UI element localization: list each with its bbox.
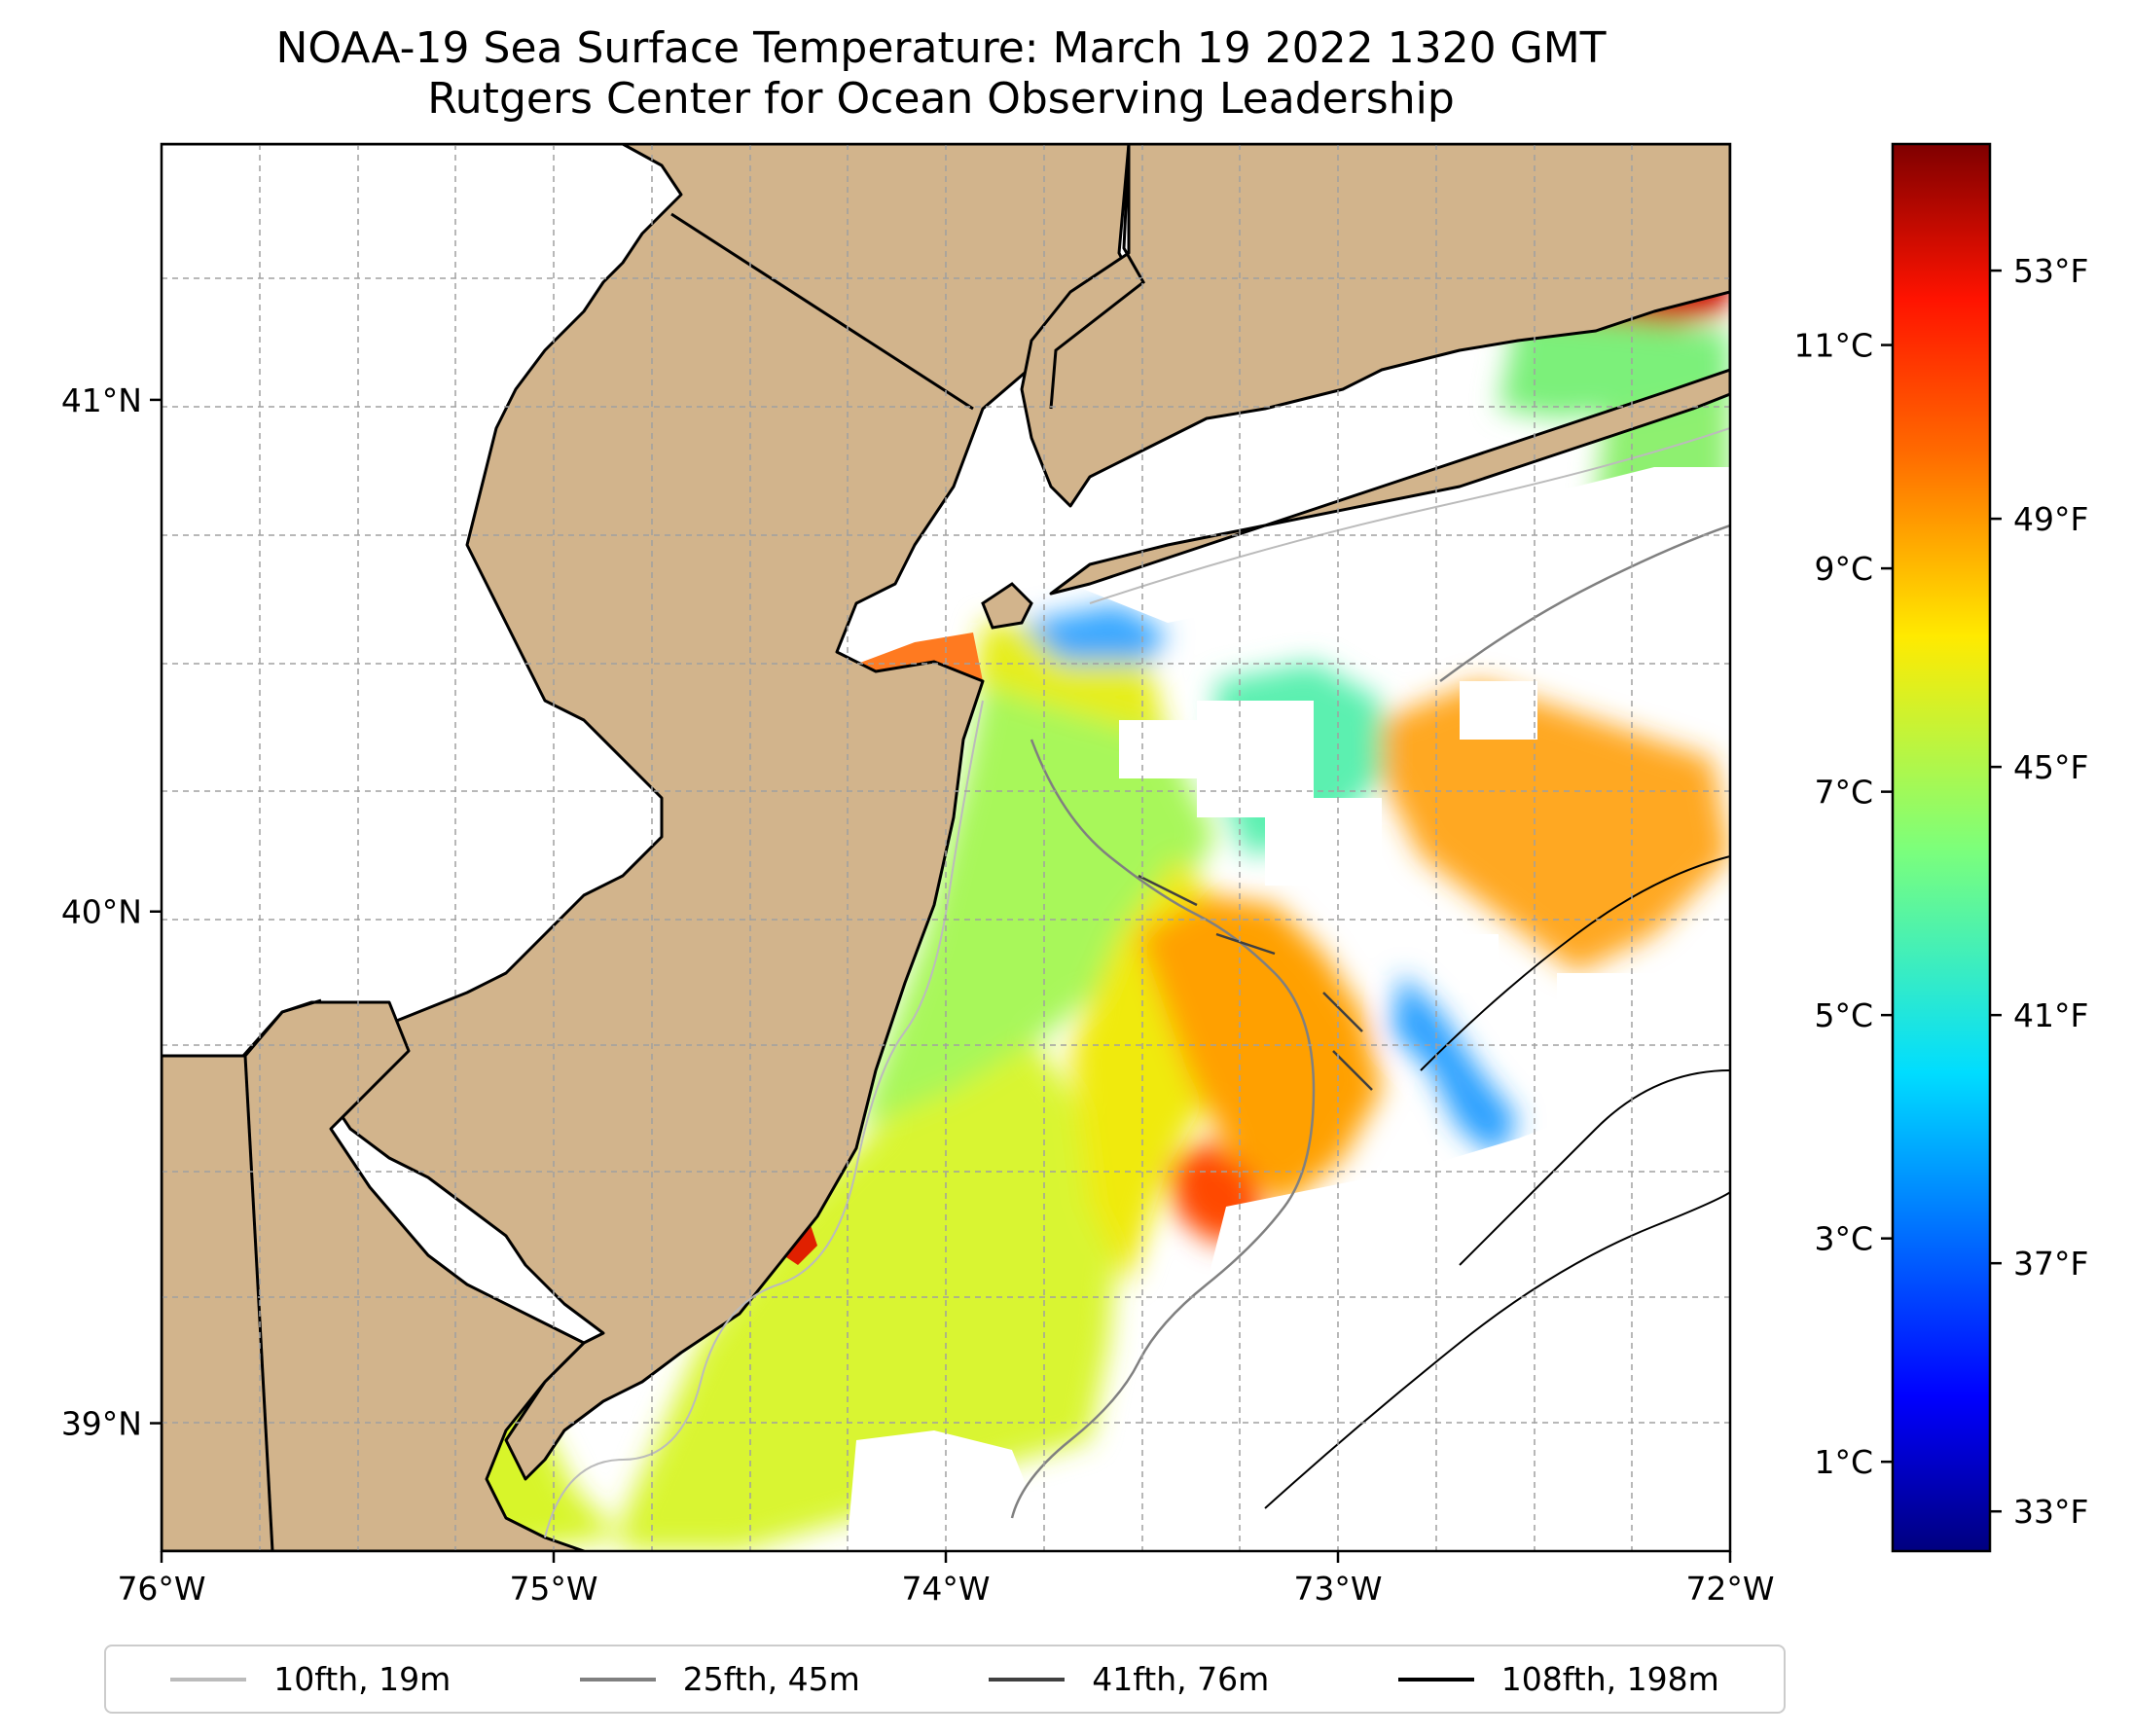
land-new-jersey-region bbox=[162, 144, 1140, 1481]
legend-item-108fth: 108fth, 198m bbox=[1397, 1660, 1719, 1698]
contour-108fth bbox=[1264, 855, 1730, 1509]
colorbar bbox=[1891, 142, 1992, 1553]
contour-10fth bbox=[544, 427, 1730, 1538]
lon-tick-label-0: 76°W bbox=[117, 1570, 205, 1608]
land-long-island bbox=[1020, 144, 1730, 596]
sst-patch-blue-north bbox=[1022, 603, 1168, 662]
lon-tick-label-4: 72°W bbox=[1685, 1570, 1774, 1608]
lon-tick-label-1: 75°W bbox=[509, 1570, 597, 1608]
legend-label-25fth: 25fth, 45m bbox=[682, 1660, 860, 1698]
land bbox=[162, 144, 1730, 1551]
celsius-tick-label-4: 9°C bbox=[1814, 550, 1873, 588]
boundary-ny-ct bbox=[1049, 144, 1145, 410]
bathymetry-contours bbox=[544, 427, 1730, 1538]
legend-swatch-108fth bbox=[1397, 1677, 1474, 1682]
colorbar-celsius-axis: 1°C 3°C 5°C 7°C 9°C 11°C bbox=[1793, 327, 1893, 1481]
lat-tick-label-2: 39°N bbox=[61, 1405, 142, 1443]
cloud-offshore-east bbox=[1129, 1022, 1730, 1551]
chart-title: NOAA-19 Sea Surface Temperature: March 1… bbox=[0, 23, 1882, 125]
contour-41fth bbox=[1138, 874, 1373, 1091]
state-boundaries bbox=[162, 144, 1145, 1551]
legend-label-108fth: 108fth, 198m bbox=[1500, 1660, 1719, 1698]
title-line-2: Rutgers Center for Ocean Observing Leade… bbox=[427, 74, 1455, 124]
celsius-tick-label-5: 11°C bbox=[1793, 327, 1873, 365]
legend-swatch-41fth bbox=[989, 1677, 1066, 1682]
land-delmarva bbox=[162, 1000, 586, 1551]
latitude-axis: 41°N 40°N 39°N bbox=[61, 381, 162, 1443]
legend-swatch-25fth bbox=[579, 1677, 656, 1682]
sst-patch-offshore-orange bbox=[1138, 895, 1382, 1207]
celsius-tick-label-1: 3°C bbox=[1814, 1220, 1873, 1258]
boundary-ny-nj bbox=[670, 212, 974, 411]
celsius-tick-label-0: 1°C bbox=[1814, 1443, 1873, 1481]
celsius-tick-label-3: 7°C bbox=[1814, 774, 1873, 812]
cloud-north bbox=[1070, 467, 1730, 642]
longitude-axis: 76°W 75°W 74°W 73°W 72°W bbox=[117, 1551, 1775, 1608]
sst-patch-blue-strip bbox=[1391, 973, 1518, 1158]
legend-swatch-10fth bbox=[170, 1677, 247, 1682]
cloud-block-4 bbox=[1460, 681, 1537, 740]
fahrenheit-tick-label-1: 37°F bbox=[2013, 1245, 2088, 1283]
legend-item-25fth: 25fth, 45m bbox=[579, 1660, 860, 1698]
cloud-mask bbox=[847, 467, 1730, 1551]
fahrenheit-tick-label-0: 33°F bbox=[2013, 1493, 2088, 1531]
cloud-block-1 bbox=[1119, 720, 1197, 778]
cloud-block-7 bbox=[1557, 973, 1654, 1031]
legend-label-41fth: 41fth, 76m bbox=[1092, 1660, 1270, 1698]
map-area bbox=[162, 144, 1730, 1551]
sst-patch-shelf-south bbox=[623, 1012, 1119, 1551]
legend-label-10fth: 10fth, 19m bbox=[273, 1660, 452, 1698]
lon-tick-label-3: 73°W bbox=[1293, 1570, 1382, 1608]
fahrenheit-tick-label-4: 49°F bbox=[2013, 500, 2088, 538]
cloud-block-6 bbox=[1460, 934, 1499, 993]
colorbar-fahrenheit-axis: 33°F 37°F 41°F 45°F 49°F 53°F bbox=[1990, 252, 2088, 1531]
fahrenheit-tick-label-5: 53°F bbox=[2013, 252, 2088, 290]
depth-legend: 10fth, 19m 25fth, 45m 41fth, 76m 108fth,… bbox=[104, 1645, 1786, 1714]
gridlines bbox=[162, 144, 1730, 1551]
lat-tick-label-1: 40°N bbox=[61, 893, 142, 931]
lon-tick-label-2: 74°W bbox=[901, 1570, 990, 1608]
lat-tick-label-0: 41°N bbox=[61, 381, 142, 419]
contour-25fth bbox=[1010, 524, 1730, 1519]
sst-patch-northeast-orange bbox=[1382, 681, 1730, 973]
fahrenheit-tick-label-2: 41°F bbox=[2013, 996, 2088, 1034]
boundary-de-md bbox=[243, 1055, 274, 1551]
cloud-block-3 bbox=[1265, 798, 1382, 886]
title-line-1: NOAA-19 Sea Surface Temperature: March 1… bbox=[275, 23, 1607, 73]
cloud-southwest bbox=[847, 1430, 1129, 1551]
land-staten-island bbox=[981, 582, 1033, 630]
boundary-pa-de bbox=[162, 998, 322, 1058]
legend-item-10fth: 10fth, 19m bbox=[170, 1660, 451, 1698]
fahrenheit-tick-label-3: 45°F bbox=[2013, 748, 2088, 786]
celsius-tick-label-2: 5°C bbox=[1814, 996, 1873, 1034]
legend-item-41fth: 41fth, 76m bbox=[989, 1660, 1269, 1698]
